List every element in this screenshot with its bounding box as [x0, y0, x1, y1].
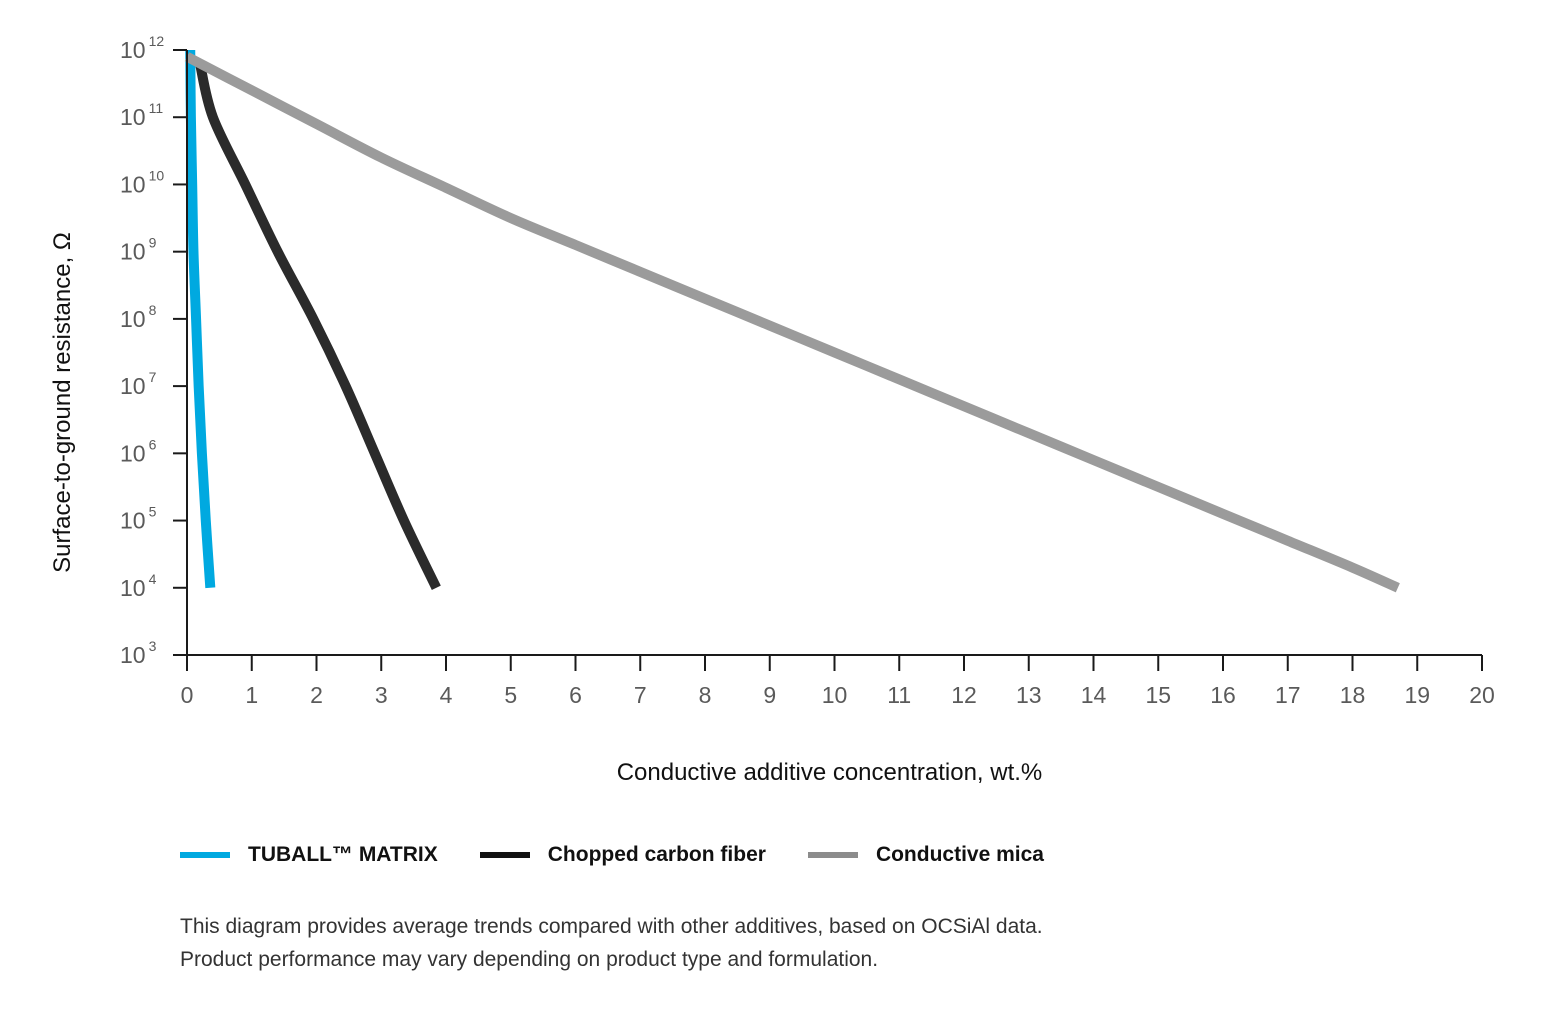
series-line-carbon-fiber [195, 62, 441, 590]
y-tick-label: 10 5 [120, 504, 157, 534]
y-tick-exponent: 5 [149, 504, 157, 520]
legend-label-tuball: TUBALL™ MATRIX [248, 843, 438, 866]
footnote-line-2: Product performance may vary depending o… [180, 948, 879, 971]
y-tick-exponent: 3 [149, 638, 157, 654]
x-tick-label: 0 [181, 682, 194, 708]
y-tick-exponent: 6 [149, 436, 157, 452]
x-tick-label: 17 [1275, 682, 1301, 708]
footnote-line-1: This diagram provides average trends com… [180, 915, 1043, 938]
x-axis-title: Conductive additive concentration, wt.% [617, 759, 1043, 786]
y-tick-label: 10 7 [120, 369, 157, 399]
x-tick-label: 6 [569, 682, 582, 708]
x-tick-label: 3 [375, 682, 388, 708]
x-tick-label: 5 [504, 682, 517, 708]
x-tick-label: 2 [310, 682, 323, 708]
legend-swatch-mica [807, 852, 858, 858]
legend-item-tuball: TUBALL™ MATRIX [180, 843, 438, 867]
footnote: This diagram provides average trends com… [180, 910, 1043, 976]
legend-item-mica: Conductive mica [807, 843, 1044, 867]
y-tick-label: 10 3 [120, 638, 157, 668]
y-tick-label: 10 12 [120, 33, 164, 63]
x-tick-label: 18 [1340, 682, 1366, 708]
x-tick-label: 7 [634, 682, 647, 708]
y-tick-exponent: 7 [149, 369, 157, 385]
series-line-mica [184, 52, 1400, 593]
series-line-tuball [185, 49, 216, 589]
y-tick-exponent: 12 [149, 33, 165, 49]
y-tick-label: 10 8 [120, 302, 157, 332]
x-tick-label: 4 [440, 682, 453, 708]
y-tick-exponent: 4 [149, 571, 157, 587]
x-tick-label: 15 [1145, 682, 1171, 708]
x-tick-label: 9 [763, 682, 776, 708]
x-tick-label: 19 [1404, 682, 1430, 708]
y-tick-exponent: 11 [149, 100, 164, 116]
x-tick-label: 8 [699, 682, 712, 708]
legend-item-carbon-fiber: Chopped carbon fiber [479, 843, 766, 867]
y-tick-label: 10 10 [120, 167, 164, 197]
legend-swatch-tuball [180, 852, 230, 858]
x-tick-label: 11 [887, 682, 911, 708]
y-tick-label: 10 9 [120, 235, 157, 265]
y-tick-label: 10 4 [120, 571, 157, 601]
x-tick-label: 12 [951, 682, 977, 708]
legend: TUBALL™ MATRIX Chopped carbon fiber Cond… [180, 843, 1086, 867]
y-tick-exponent: 9 [149, 235, 157, 251]
y-tick-label: 10 11 [120, 100, 163, 130]
legend-label-mica: Conductive mica [875, 843, 1044, 866]
x-tick-label: 10 [822, 682, 848, 708]
y-tick-exponent: 10 [149, 167, 165, 183]
y-axis-title: Surface-to-ground resistance, Ω [49, 232, 76, 573]
x-tick-label: 14 [1081, 682, 1107, 708]
series-layer [184, 49, 1400, 593]
x-tick-label: 20 [1469, 682, 1495, 708]
x-tick-label: 13 [1016, 682, 1042, 708]
x-tick-label: 16 [1210, 682, 1236, 708]
x-tick-label: 1 [245, 682, 258, 708]
legend-label-carbon-fiber: Chopped carbon fiber [547, 843, 766, 866]
y-tick-exponent: 8 [149, 302, 157, 318]
legend-swatch-carbon-fiber [479, 852, 530, 858]
y-tick-label: 10 6 [120, 436, 157, 466]
